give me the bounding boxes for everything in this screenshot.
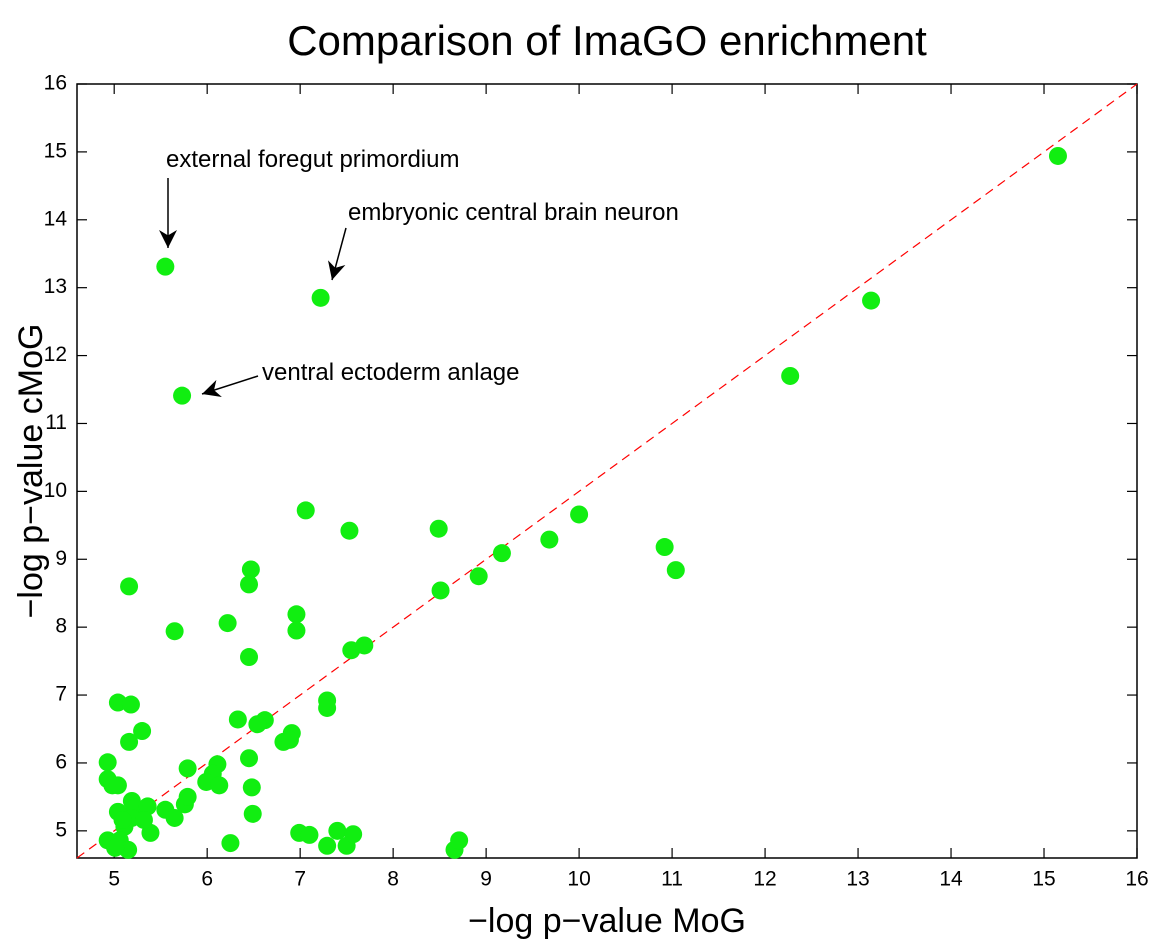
data-point xyxy=(134,810,153,829)
x-tick-label: 8 xyxy=(387,868,399,891)
data-point xyxy=(156,257,175,276)
x-tick-label: 9 xyxy=(480,868,492,891)
data-point xyxy=(178,759,197,778)
data-point xyxy=(240,648,259,667)
chart-title: Comparison of ImaGO enrichment xyxy=(287,17,927,64)
data-point xyxy=(781,366,800,385)
x-tick-label: 5 xyxy=(108,868,120,891)
data-point xyxy=(431,581,450,600)
y-tick-label: 8 xyxy=(55,615,67,638)
y-tick-label: 13 xyxy=(44,275,67,298)
x-tick-label: 16 xyxy=(1125,868,1148,891)
data-point xyxy=(666,561,685,580)
plot-area: 5 6 7 8 9 10 11 12 13 14 15 16 5 6 7 8 9 10 11 12 13 14 15 16 xyxy=(44,72,1149,891)
data-point xyxy=(1048,146,1067,165)
data-point xyxy=(450,831,469,850)
data-point xyxy=(344,825,363,844)
data-point xyxy=(243,804,262,823)
data-point xyxy=(287,621,306,640)
data-point xyxy=(318,698,337,717)
data-point xyxy=(121,695,140,714)
data-point xyxy=(240,749,259,768)
y-tick-label: 16 xyxy=(44,72,67,95)
x-axis-label: −log p−value MoG xyxy=(468,902,746,940)
y-tick-label: 5 xyxy=(55,818,67,841)
data-point xyxy=(318,836,337,855)
data-point xyxy=(429,519,448,538)
annotation-arrow xyxy=(327,227,347,281)
annotation: external foregut primordium xyxy=(166,146,459,173)
data-point xyxy=(138,797,157,816)
data-point xyxy=(540,530,559,549)
data-point xyxy=(221,834,240,853)
data-point xyxy=(228,710,247,729)
y-tick-label: 6 xyxy=(55,750,67,773)
data-point xyxy=(113,810,132,829)
y-tick-label: 14 xyxy=(44,207,68,230)
y-tick-label: 9 xyxy=(55,547,67,570)
data-point xyxy=(218,614,237,633)
annotation-arrow xyxy=(201,375,259,398)
x-tick-label: 6 xyxy=(201,868,213,891)
y-tick-label: 7 xyxy=(55,683,67,706)
data-point xyxy=(340,521,359,540)
data-point xyxy=(296,501,315,520)
x-tick-label: 14 xyxy=(939,868,963,891)
x-tick-label: 11 xyxy=(661,868,683,891)
data-point xyxy=(178,787,197,806)
x-tick-label: 15 xyxy=(1032,868,1055,891)
data-point xyxy=(469,567,488,586)
data-point xyxy=(248,715,267,734)
y-axis-label: −log p−value cMoG xyxy=(12,324,50,619)
data-point xyxy=(98,753,117,772)
data-point xyxy=(655,538,674,557)
data-point xyxy=(133,722,152,741)
annotation: embryonic central brain neuron xyxy=(348,199,679,226)
x-tick-label: 7 xyxy=(294,868,306,891)
y-tick-label: 10 xyxy=(44,479,67,502)
data-point xyxy=(120,732,139,751)
data-point xyxy=(311,288,330,307)
y-tick-label: 12 xyxy=(44,343,67,366)
data-point xyxy=(241,560,260,579)
annotation: ventral ectoderm anlage xyxy=(262,359,519,386)
data-point xyxy=(120,577,139,596)
data-point xyxy=(862,291,881,310)
data-point xyxy=(173,386,192,405)
data-point xyxy=(570,505,589,524)
data-point xyxy=(328,821,347,840)
x-tick-label: 10 xyxy=(567,868,590,891)
data-point xyxy=(242,778,261,797)
x-tick-label: 12 xyxy=(753,868,776,891)
y-tick-label: 11 xyxy=(45,411,67,434)
x-tick-label: 13 xyxy=(846,868,869,891)
y-tick-label: 15 xyxy=(44,139,67,162)
data-point xyxy=(108,776,127,795)
data-point xyxy=(280,730,299,749)
data-point xyxy=(492,544,511,563)
data-point xyxy=(165,808,184,827)
data-point xyxy=(240,575,259,594)
data-point xyxy=(165,622,184,641)
data-point xyxy=(210,776,229,795)
data-point xyxy=(287,605,306,624)
data-point xyxy=(300,825,319,844)
data-point xyxy=(355,636,374,655)
data-point xyxy=(106,838,125,857)
